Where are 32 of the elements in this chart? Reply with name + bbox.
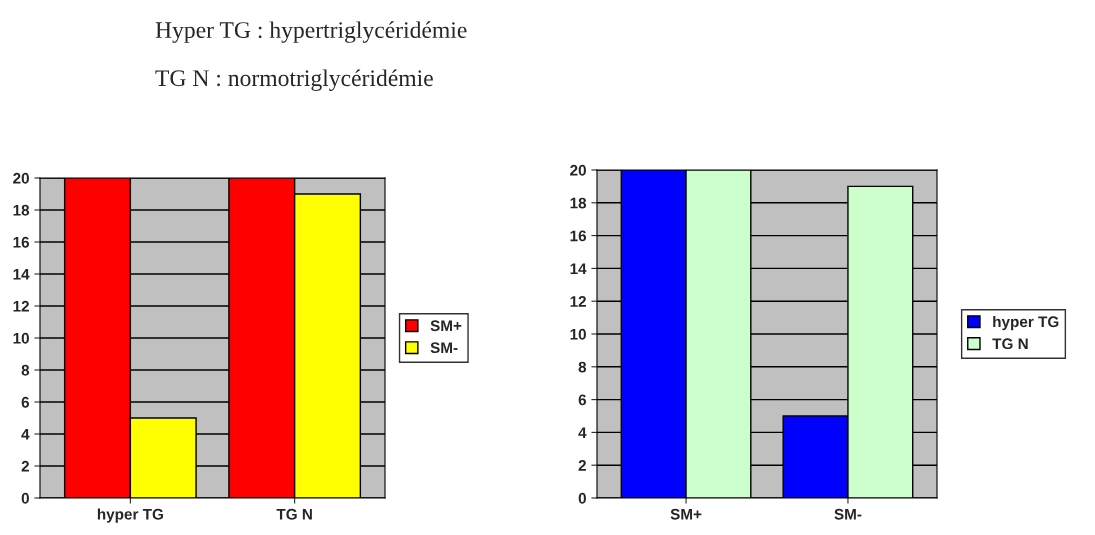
- y-tick-label: 14: [13, 269, 30, 280]
- legend-label: SM-: [430, 342, 458, 354]
- y-tick-label: 10: [570, 328, 586, 340]
- y-tick-label: 2: [578, 460, 586, 471]
- y-tick-label: 4: [21, 429, 30, 440]
- y-tick-label: 6: [21, 396, 30, 408]
- legend-label: hyper TG: [993, 315, 1059, 331]
- y-tick-label: 6: [578, 394, 587, 406]
- y-tick-label: 0: [578, 492, 586, 504]
- x-tick-label: hyper TG: [97, 508, 163, 523]
- y-tick-label: 8: [578, 361, 587, 373]
- y-tick-label: 16: [570, 230, 587, 242]
- legend-label: TG N: [992, 338, 1028, 350]
- x-tick-label: TG N: [276, 508, 312, 520]
- y-tick-label: 20: [570, 164, 586, 176]
- y-tick-label: 2: [21, 460, 29, 472]
- x-tick-label: SM+: [670, 508, 702, 520]
- text: TG N : normotriglycéridémie: [155, 69, 433, 92]
- y-tick-label: 8: [21, 364, 30, 376]
- x-tick-label: SM-: [834, 508, 862, 520]
- y-tick-label: 12: [13, 300, 29, 312]
- y-tick-label: 18: [570, 197, 587, 209]
- y-tick-label: 12: [570, 296, 586, 307]
- y-tick-label: 18: [13, 204, 30, 216]
- y-tick-label: 14: [570, 263, 587, 274]
- y-tick-label: 16: [13, 236, 30, 248]
- text: Hyper TG : hypertriglycéridémie: [155, 21, 467, 43]
- y-tick-label: 0: [21, 492, 29, 504]
- y-tick-label: 4: [578, 427, 587, 438]
- legend-label: SM+: [430, 320, 462, 332]
- y-tick-label: 20: [13, 172, 29, 184]
- y-tick-label: 10: [13, 332, 29, 344]
